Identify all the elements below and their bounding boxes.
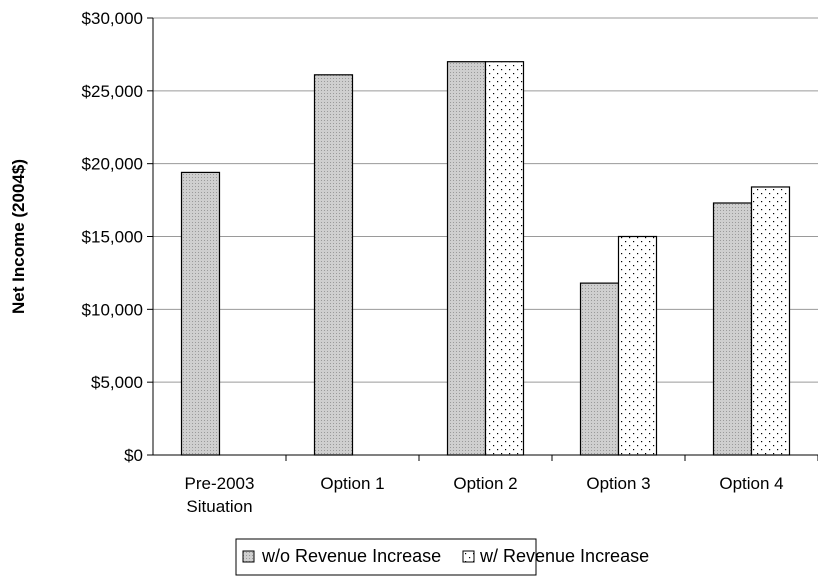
legend-label-wo: w/o Revenue Increase <box>261 546 441 566</box>
y-tick-label: $30,000 <box>82 9 143 28</box>
x-tick-label: Option 2 <box>453 474 517 493</box>
y-tick-labels: $0 $5,000 $10,000 $15,000 $20,000 $25,000 $30,… <box>82 9 143 465</box>
x-tick-label: Pre-2003 <box>185 474 255 493</box>
bar-w-revenue-increase <box>617 235 658 456</box>
bar-wo-revenue-increase <box>579 282 620 456</box>
y-tick-label: $20,000 <box>82 155 143 174</box>
bar-wo-revenue-increase <box>313 74 354 456</box>
axes <box>147 17 818 461</box>
y-tick-label: $25,000 <box>82 82 143 101</box>
bar-wo-revenue-increase <box>446 61 487 456</box>
bars <box>180 61 791 456</box>
x-tick-label: Option 4 <box>719 474 783 493</box>
legend-swatch-w <box>462 550 475 563</box>
y-tick-label: $0 <box>124 446 143 465</box>
bar-wo-revenue-increase <box>712 202 753 456</box>
bar-wo-revenue-increase <box>180 171 221 456</box>
x-tick-label: Option 3 <box>586 474 650 493</box>
legend-box <box>235 538 537 576</box>
y-tick-label: $15,000 <box>82 228 143 247</box>
y-tick-label: $5,000 <box>91 373 143 392</box>
legend: w/o Revenue Increase w/ Revenue Increase <box>235 538 649 576</box>
x-tick-label: Situation <box>186 497 252 516</box>
legend-swatch-wo <box>242 550 255 563</box>
bar-w-revenue-increase <box>484 61 525 456</box>
x-tick-labels: Pre-2003 Situation Option 1 Option 2 Option … <box>185 474 784 516</box>
y-axis-title: Net Income (2004$) <box>9 159 28 314</box>
bar-w-revenue-increase <box>750 186 791 456</box>
legend-label-w: w/ Revenue Increase <box>479 546 649 566</box>
y-tick-label: $10,000 <box>82 300 143 319</box>
x-tick-label: Option 1 <box>320 474 384 493</box>
